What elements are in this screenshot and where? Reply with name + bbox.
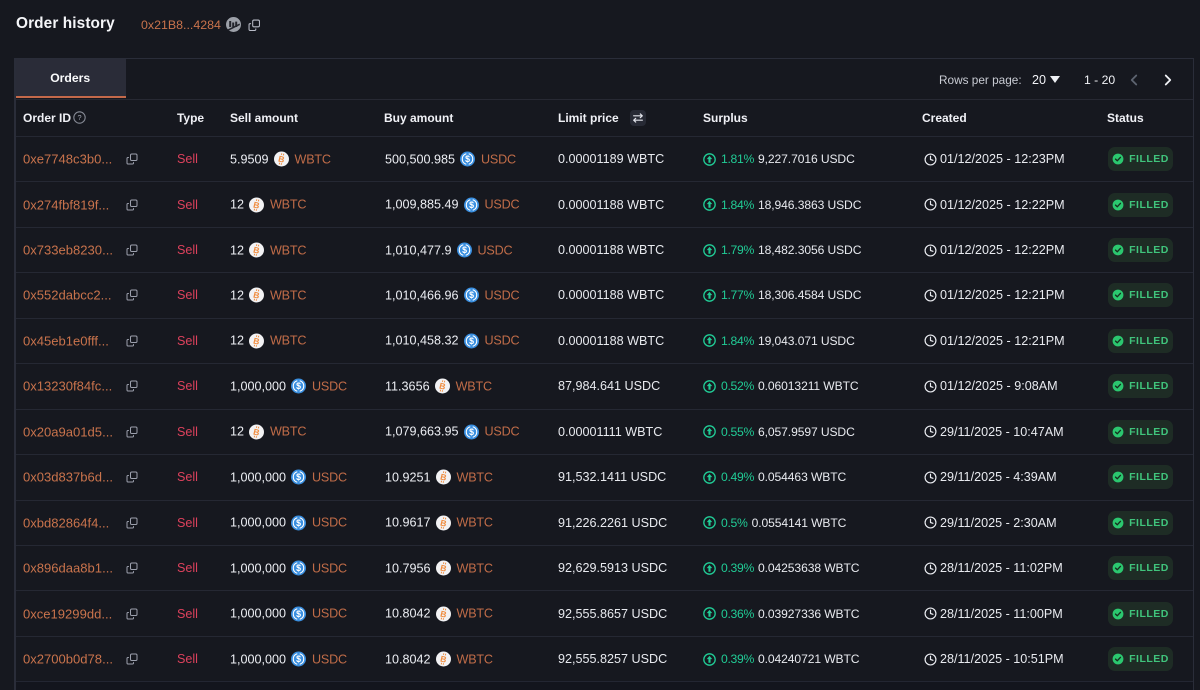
svg-text:$: $ (469, 291, 474, 301)
svg-text:$: $ (462, 245, 467, 255)
svg-text:$: $ (296, 518, 301, 528)
svg-text:B: B (439, 563, 447, 574)
svg-text:B: B (252, 245, 260, 256)
svg-text:$: $ (296, 472, 301, 482)
svg-text:$: $ (296, 563, 301, 573)
svg-text:B: B (439, 608, 447, 619)
svg-text:$: $ (296, 381, 301, 391)
svg-text:?: ? (77, 113, 81, 122)
svg-text:$: $ (469, 427, 474, 437)
svg-text:B: B (252, 426, 260, 437)
svg-text:$: $ (296, 654, 301, 664)
svg-text:$: $ (465, 154, 470, 164)
svg-text:B: B (252, 290, 260, 301)
svg-text:$: $ (296, 609, 301, 619)
svg-text:B: B (277, 154, 285, 165)
svg-text:B: B (439, 654, 447, 665)
svg-text:B: B (439, 517, 447, 528)
svg-text:$: $ (469, 200, 474, 210)
svg-text:B: B (438, 381, 446, 392)
svg-text:B: B (252, 335, 260, 346)
svg-text:$: $ (469, 336, 474, 346)
svg-text:B: B (439, 472, 447, 483)
svg-text:B: B (252, 199, 260, 210)
